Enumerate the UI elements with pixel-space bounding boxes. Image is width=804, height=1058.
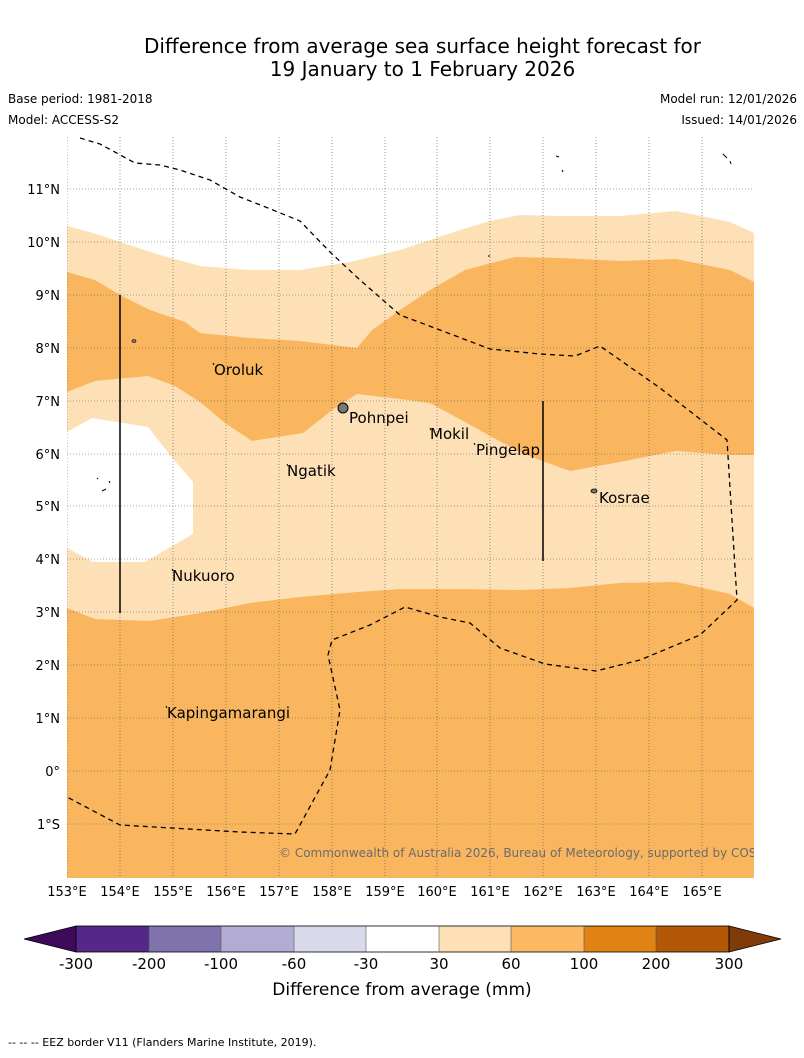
lon-tick-label: 163°E xyxy=(576,885,616,900)
lat-tick-label: 3°N xyxy=(36,606,61,621)
colorbar-swatch xyxy=(366,926,439,952)
band-neutral xyxy=(67,418,193,562)
pohnpei-island xyxy=(337,402,349,414)
kosrae-island xyxy=(590,488,598,494)
small-island xyxy=(131,339,137,343)
base-period: Base period: 1981-2018 xyxy=(8,92,153,106)
colorbar-label: 100 xyxy=(570,955,599,973)
model-run: Model run: 12/01/2026 xyxy=(659,92,797,106)
lon-tick-label: 154°E xyxy=(100,885,140,900)
lon-tick-label: 156°E xyxy=(206,885,246,900)
lat-tick-label: 4°N xyxy=(36,553,61,568)
lat-tick-label: 5°N xyxy=(36,500,61,515)
colorbar-label: 300 xyxy=(715,955,744,973)
lat-tick-label: 0° xyxy=(45,765,60,780)
lat-tick-label: 6°N xyxy=(36,448,61,463)
colorbar-label: -200 xyxy=(132,955,166,973)
lat-tick-label: 1°S xyxy=(37,818,60,833)
colorbar-swatch xyxy=(656,926,729,952)
small-island xyxy=(96,477,111,492)
latitude-labels: 11°N 10°N 9°N 8°N 7°N 6°N 5°N 4°N 3°N 2°… xyxy=(27,183,60,833)
lat-tick-label: 2°N xyxy=(36,659,61,674)
colorbar-swatch xyxy=(584,926,656,952)
lon-tick-label: 164°E xyxy=(629,885,669,900)
place-label: Kapingamarangi xyxy=(167,704,290,722)
model-name: Model: ACCESS-S2 xyxy=(8,113,120,127)
colorbar-label: -60 xyxy=(282,955,307,973)
lat-tick-label: 11°N xyxy=(27,183,60,198)
atoll-markers xyxy=(165,362,476,709)
copyright-notice: © Commonwealth of Australia 2026, Bureau… xyxy=(279,846,784,860)
colorbar-label: -30 xyxy=(354,955,379,973)
title-line-1: Difference from average sea surface heig… xyxy=(143,34,702,58)
title-line-2: 19 January to 1 February 2026 xyxy=(269,57,576,81)
colorbar-swatch xyxy=(511,926,584,952)
lon-tick-label: 160°E xyxy=(417,885,457,900)
longitude-labels: 153°E 154°E 155°E 156°E 157°E 158°E 159°… xyxy=(47,885,722,900)
band-60-100-south xyxy=(67,582,754,878)
lat-tick-label: 10°N xyxy=(27,236,60,251)
colorbar-extend-high xyxy=(728,925,782,953)
lon-tick-label: 157°E xyxy=(259,885,299,900)
place-label: Nukuoro xyxy=(172,567,235,585)
gridlines xyxy=(67,137,754,878)
lon-tick-label: 158°E xyxy=(312,885,352,900)
colorbar-swatch xyxy=(221,926,294,952)
eez-footnote: -- -- -- EEZ border V11 (Flanders Marine… xyxy=(8,1036,317,1049)
lat-tick-label: 1°N xyxy=(36,712,61,727)
place-label: Ngatik xyxy=(287,462,336,480)
eez-border xyxy=(67,137,738,835)
lon-tick-label: 162°E xyxy=(523,885,563,900)
colorbar-dividers xyxy=(148,926,657,952)
colorbar-label: 200 xyxy=(642,955,671,973)
colorbar-label: 60 xyxy=(501,955,520,973)
lon-tick-label: 161°E xyxy=(470,885,510,900)
band-60-100-north xyxy=(67,257,754,471)
colorbar-swatch xyxy=(294,926,366,952)
lat-tick-label: 9°N xyxy=(36,289,61,304)
lon-tick-label: 155°E xyxy=(153,885,193,900)
map-area: Oroluk Pohnpei Mokil Pingelap Ngatik Kos… xyxy=(67,137,784,878)
lon-tick-label: 153°E xyxy=(47,885,87,900)
lat-tick-label: 7°N xyxy=(36,395,61,410)
colorbar-label: 30 xyxy=(429,955,448,973)
small-island xyxy=(488,153,732,257)
colorbar-label: -300 xyxy=(59,955,93,973)
issued-date: Issued: 14/01/2026 xyxy=(681,113,797,127)
colorbar-swatch xyxy=(76,926,149,952)
place-label: Mokil xyxy=(430,425,469,443)
lon-tick-label: 165°E xyxy=(682,885,722,900)
colorbar-extend-low xyxy=(23,925,77,953)
colorbar-title: Difference from average (mm) xyxy=(272,980,531,1000)
place-label: Kosrae xyxy=(599,489,650,507)
place-label: Pingelap xyxy=(476,441,540,459)
colorbar: -300 -200 -100 -60 -30 30 60 100 200 300… xyxy=(23,925,782,1000)
colorbar-label: -100 xyxy=(204,955,238,973)
colorbar-swatch xyxy=(439,926,511,952)
lon-tick-label: 159°E xyxy=(365,885,405,900)
colorbar-swatch xyxy=(149,926,221,952)
lat-tick-label: 8°N xyxy=(36,342,61,357)
colorbar-outline xyxy=(75,925,730,953)
place-label: Pohnpei xyxy=(349,409,409,427)
place-label: Oroluk xyxy=(214,361,263,379)
